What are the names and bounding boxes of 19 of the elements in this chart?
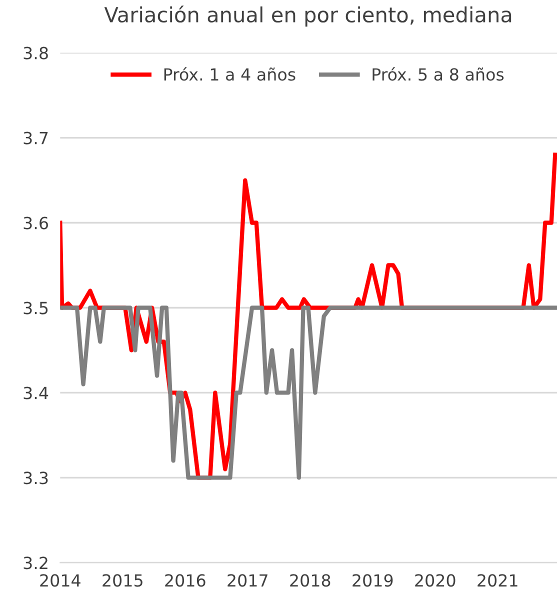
x-tick-label: 2021 [478, 574, 518, 587]
x-tick-label: 2019 [352, 574, 393, 587]
x-tick-label: 2016 [165, 574, 206, 587]
y-tick-label: 3.7 [24, 132, 48, 144]
x-tick-label: 2014 [40, 574, 80, 587]
x-tick-label: 2018 [290, 574, 330, 587]
y-tick-label: 3.2 [24, 556, 48, 570]
x-tick-label: 2020 [415, 574, 456, 587]
chart-title: Variación anual en por ciento, mediana [104, 6, 512, 27]
x-tick-label: 2015 [102, 574, 142, 587]
y-tick-label: 3.5 [24, 302, 48, 314]
y-tick-label: 3.8 [24, 46, 48, 60]
legend-label: Próx. 5 a 8 años [372, 67, 504, 81]
y-tick-label: 3.3 [24, 472, 48, 484]
line-series [60, 306, 557, 480]
y-tick-label: 3.6 [24, 216, 48, 230]
x-tick-label: 2017 [228, 574, 268, 587]
y-tick-label: 3.4 [24, 386, 48, 400]
legend-label: Próx. 1 a 4 años [164, 67, 296, 81]
